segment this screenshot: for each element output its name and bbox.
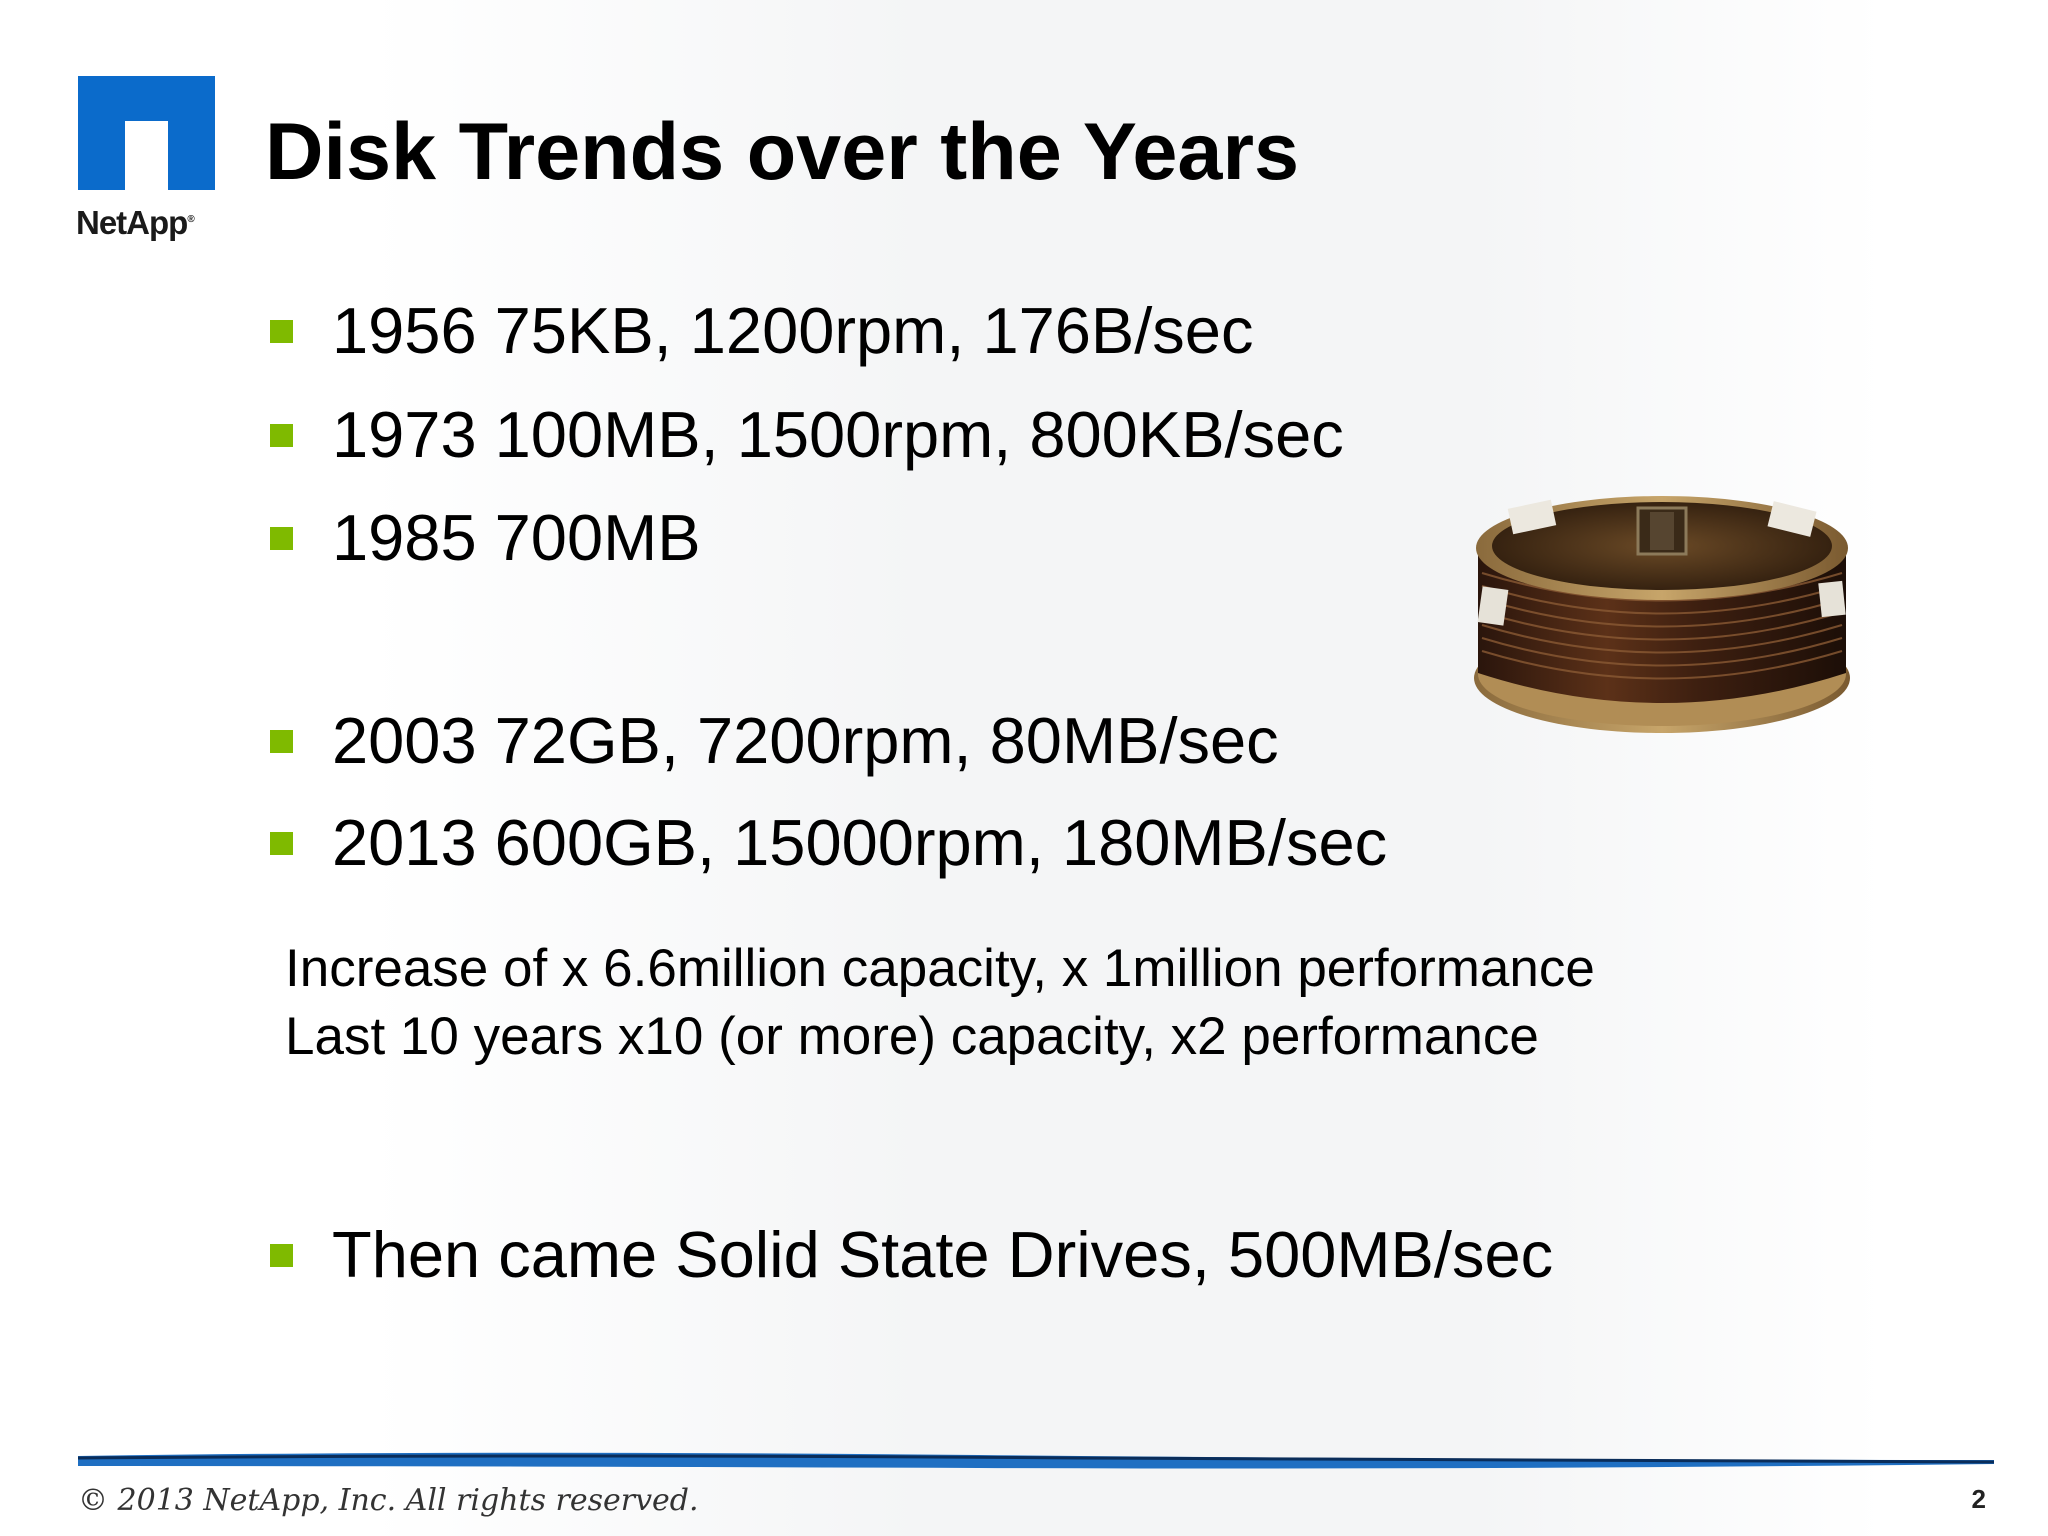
disk-pack-image [1470, 478, 1855, 743]
bullet-marker [270, 320, 293, 343]
bullet-text: 1973 100MB, 1500rpm, 800KB/sec [332, 398, 1344, 471]
bullet-text: 2003 72GB, 7200rpm, 80MB/sec [332, 704, 1279, 777]
slide-title: Disk Trends over the Years [265, 107, 1300, 197]
bullet-text: 2013 600GB, 15000rpm, 180MB/sec [332, 806, 1388, 879]
logo-wordmark: NetApp® [76, 204, 195, 241]
bullet-marker [270, 832, 293, 855]
logo-wordmark-text: NetApp [76, 204, 188, 241]
copyright-text: © 2013 NetApp, Inc. All rights reserved. [78, 1483, 699, 1518]
disk-pack-icon [1474, 496, 1850, 733]
page-number: 2 [1971, 1484, 1986, 1514]
bullet-marker [270, 1244, 293, 1267]
note-increase: Increase of x 6.6million capacity, x 1mi… [285, 939, 1595, 998]
bullet-text: 1956 75KB, 1200rpm, 176B/sec [332, 294, 1254, 367]
bullet-marker [270, 527, 293, 550]
bullet-marker [270, 730, 293, 753]
bullet-text: Then came Solid State Drives, 500MB/sec [332, 1218, 1554, 1291]
footer-brush-line [77, 1446, 1995, 1479]
note-last-10-years: Last 10 years x10 (or more) capacity, x2… [285, 1007, 1539, 1066]
bullet-text: 1985 700MB [332, 501, 701, 574]
bullet-marker [270, 424, 293, 447]
netapp-logo: NetApp® [76, 76, 231, 241]
netapp-logo-icon [78, 76, 215, 190]
